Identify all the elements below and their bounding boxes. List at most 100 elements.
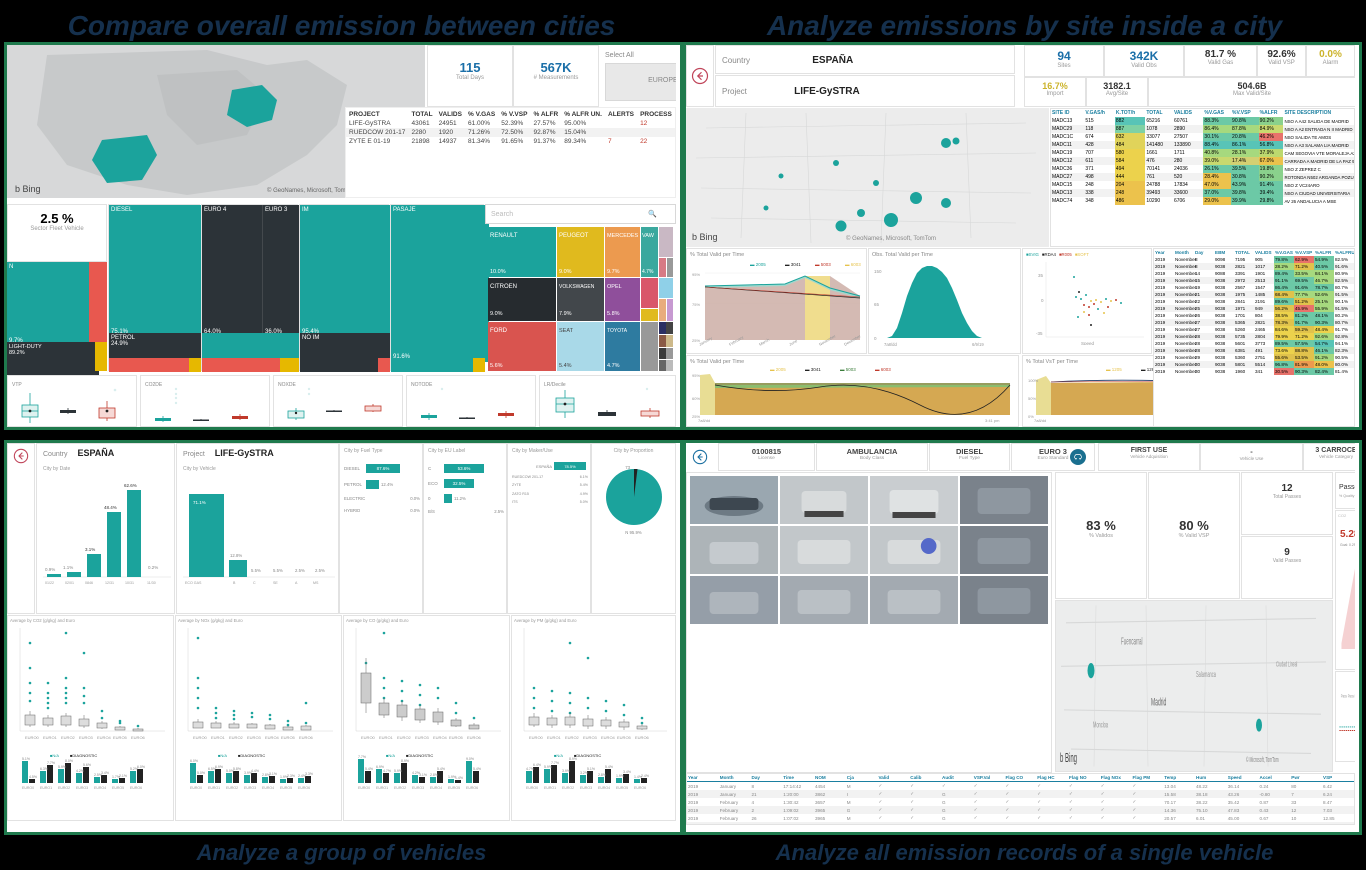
- svg-text:C: C: [253, 581, 256, 585]
- svg-text:3.4%: 3.4%: [623, 770, 631, 774]
- svg-text:Salamanca: Salamanca: [1196, 671, 1216, 680]
- svg-text:VTP: VTP: [12, 382, 22, 388]
- svg-text:12/31: 12/31: [105, 581, 114, 585]
- svg-text:3.1%: 3.1%: [269, 772, 277, 776]
- svg-text:EURO6: EURO6: [635, 735, 650, 740]
- svg-text:10/31: 10/31: [125, 581, 134, 585]
- svg-text:5.4%: 5.4%: [365, 767, 373, 771]
- svg-text:0.2%: 0.2%: [148, 565, 158, 570]
- svg-text:SEAT: SEAT: [559, 328, 574, 334]
- svg-text:-35: -35: [1036, 331, 1043, 336]
- svg-text:EURO0: EURO0: [25, 735, 40, 740]
- svg-text:EURO6: EURO6: [299, 735, 314, 740]
- svg-text:MERCEDES: MERCEDES: [607, 233, 639, 239]
- svg-text:1.9%: 1.9%: [616, 774, 624, 778]
- svg-text:RENAULT: RENAULT: [490, 233, 518, 239]
- svg-text:■N/A: ■N/A: [50, 753, 59, 758]
- svg-text:EURO3: EURO3: [247, 735, 262, 740]
- svg-text:EURO1: EURO1: [208, 786, 220, 790]
- svg-text:EURO0: EURO0: [358, 786, 370, 790]
- svg-text:ECO GAS: ECO GAS: [185, 581, 202, 585]
- svg-text:EURO6: EURO6: [130, 786, 142, 790]
- svg-text:CITROEN: CITROEN: [490, 284, 517, 290]
- svg-text:4.7%: 4.7%: [526, 767, 534, 771]
- svg-text:January: January: [698, 335, 713, 346]
- svg-text:b Bing: b Bing: [15, 184, 41, 194]
- svg-text:NOXDE: NOXDE: [278, 382, 296, 388]
- svg-text:EURO4: EURO4: [601, 735, 616, 740]
- svg-text:7.7%: 7.7%: [47, 761, 55, 765]
- svg-text:▬ 1205: ▬ 1205: [1106, 367, 1122, 372]
- svg-text:4.7%: 4.7%: [383, 769, 391, 773]
- svg-text:▬ 3041: ▬ 3041: [805, 367, 821, 372]
- svg-text:2.1%: 2.1%: [119, 774, 127, 778]
- svg-text:▬ 5003: ▬ 5003: [815, 262, 831, 267]
- svg-text:EURO4: EURO4: [598, 786, 610, 790]
- svg-text:5.0%: 5.0%: [197, 771, 205, 775]
- svg-text:PEUGEOT: PEUGEOT: [559, 233, 589, 239]
- svg-text:■DIAGNOSTIC: ■DIAGNOSTIC: [238, 753, 265, 758]
- svg-text:9.0%: 9.0%: [466, 757, 474, 761]
- svg-text:0: 0: [1041, 298, 1044, 303]
- svg-text:7a8/dd: 7a8/dd: [884, 342, 897, 347]
- svg-text:2.8%: 2.8%: [430, 773, 438, 777]
- svg-text:01/22: 01/22: [45, 581, 54, 585]
- svg-text:9.0%: 9.0%: [490, 311, 503, 317]
- svg-text:EURO1: EURO1: [43, 735, 58, 740]
- svg-text:EURO4: EURO4: [262, 786, 274, 790]
- svg-text:5.4%: 5.4%: [437, 767, 445, 771]
- svg-text:2.8%: 2.8%: [598, 773, 606, 777]
- svg-text:5.4%: 5.4%: [473, 767, 481, 771]
- svg-text:EURO1: EURO1: [376, 786, 388, 790]
- svg-text:2.5%: 2.5%: [315, 568, 325, 573]
- svg-text:VOLKSWAGEN: VOLKSWAGEN: [559, 284, 595, 290]
- svg-text:▬ 5003: ▬ 5003: [840, 367, 856, 372]
- svg-text:50%: 50%: [1028, 396, 1036, 401]
- svg-text:EURO3: EURO3: [583, 735, 598, 740]
- svg-text:5.5%: 5.5%: [273, 568, 283, 573]
- svg-text:5.5%: 5.5%: [251, 568, 261, 573]
- svg-text:2.4%: 2.4%: [641, 774, 649, 778]
- svg-text:EURO6: EURO6: [298, 786, 310, 790]
- svg-text:EURO5: EURO5: [112, 786, 124, 790]
- svg-text:02/01: 02/01: [65, 581, 74, 585]
- svg-text:7a8/dd: 7a8/dd: [1034, 418, 1046, 423]
- svg-text:■DIAGNOSTIC: ■DIAGNOSTIC: [406, 753, 433, 758]
- svg-text:4.7%: 4.7%: [607, 363, 620, 369]
- svg-text:EURO0: EURO0: [526, 786, 538, 790]
- svg-text:▬ 6003: ▬ 6003: [845, 262, 861, 267]
- svg-text:EURO6: EURO6: [131, 735, 146, 740]
- svg-text:5.1%: 5.1%: [22, 757, 30, 761]
- svg-text:7a8/dd: 7a8/dd: [698, 418, 710, 423]
- svg-text:EURO2: EURO2: [565, 735, 580, 740]
- svg-text:3.1%: 3.1%: [85, 547, 95, 552]
- svg-text:3.2%: 3.2%: [580, 771, 588, 775]
- svg-text:65: 65: [874, 302, 880, 307]
- svg-text:62.6%: 62.6%: [124, 483, 137, 488]
- svg-text:6.4%: 6.4%: [533, 763, 541, 767]
- svg-text:MS: MS: [313, 581, 319, 585]
- svg-text:6.3%: 6.3%: [40, 767, 48, 771]
- svg-text:5.9%: 5.9%: [58, 765, 66, 769]
- svg-text:EURO5: EURO5: [449, 735, 464, 740]
- svg-text:■N/A: ■N/A: [386, 753, 395, 758]
- svg-text:0846: 0846: [85, 581, 93, 585]
- svg-text:▬ 3041: ▬ 3041: [785, 262, 801, 267]
- svg-text:EURO5: EURO5: [448, 786, 460, 790]
- svg-text:EURO1: EURO1: [211, 735, 226, 740]
- svg-text:6.9%: 6.9%: [215, 765, 223, 769]
- svg-text:5.8%: 5.8%: [607, 311, 620, 317]
- svg-text:EURO5: EURO5: [281, 735, 296, 740]
- svg-text:6.0%: 6.0%: [137, 765, 145, 769]
- svg-text:7.9%: 7.9%: [559, 311, 572, 317]
- svg-text:71.1%: 71.1%: [193, 500, 206, 505]
- svg-text:9.0%: 9.0%: [559, 269, 572, 275]
- svg-text:4.7%: 4.7%: [642, 269, 654, 275]
- svg-text:EURO5: EURO5: [280, 786, 292, 790]
- svg-text:EURO5: EURO5: [616, 786, 628, 790]
- svg-text:EURO1: EURO1: [544, 786, 556, 790]
- svg-text:b Bing: b Bing: [692, 232, 718, 242]
- svg-text:EURO6: EURO6: [466, 786, 478, 790]
- svg-text:EURO2: EURO2: [562, 786, 574, 790]
- svg-text:Ciudad Lineal: Ciudad Lineal: [1276, 661, 1297, 669]
